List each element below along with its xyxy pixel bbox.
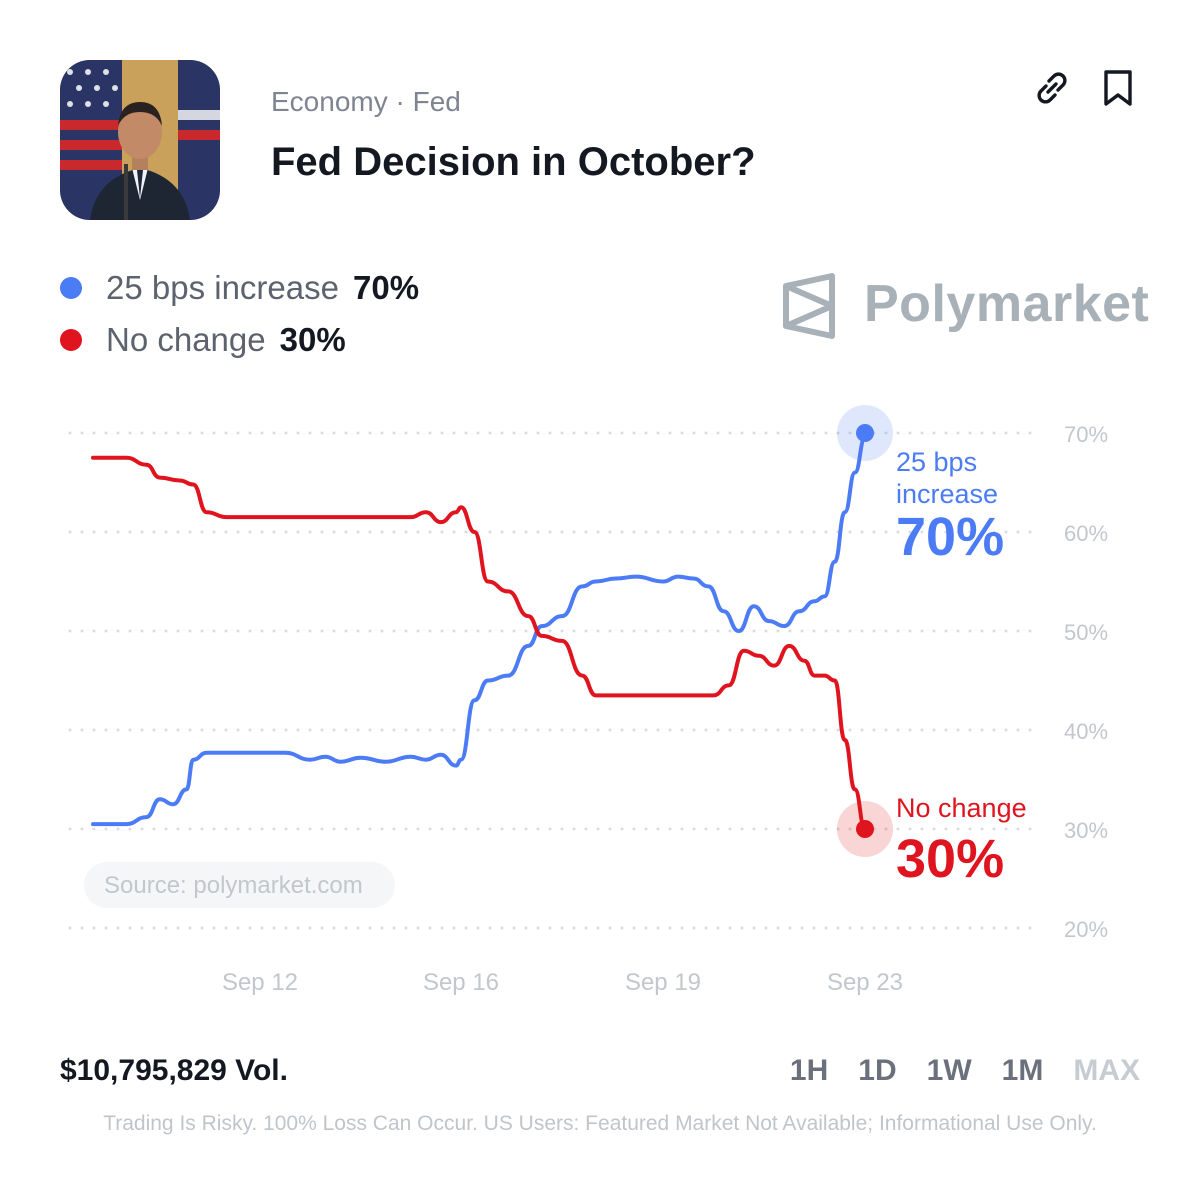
y-tick-label: 20% — [1064, 917, 1108, 942]
series-line-no-change — [91, 455, 867, 831]
volume-value: $10,795,829 Vol. — [60, 1054, 288, 1087]
end-label-increase-line1: 25 bps — [896, 447, 977, 477]
y-tick-label: 60% — [1064, 521, 1108, 546]
range-max[interactable]: MAX — [1073, 1054, 1140, 1087]
source-text: Source: polymarket.com — [104, 872, 363, 899]
y-tick-label: 30% — [1064, 818, 1108, 843]
series-line-increase — [91, 435, 867, 827]
end-value-increase: 70% — [896, 507, 1004, 567]
end-dot-increase — [856, 424, 874, 442]
y-tick-label: 70% — [1064, 422, 1108, 447]
y-tick-label: 50% — [1064, 620, 1108, 645]
range-1m[interactable]: 1M — [1001, 1054, 1044, 1087]
end-label-no-change: No change — [896, 793, 1027, 823]
polymarket-logo: Polymarket — [780, 272, 1150, 342]
polymarket-logo-icon — [783, 273, 835, 339]
range-1w[interactable]: 1W — [926, 1054, 972, 1087]
chart-svg: 70% 60% 50% 40% 30% 20% Sep 12 Sep 16 Sep 19 Sep … — [68, 405, 1108, 996]
market-title: Fed Decision in October? — [271, 140, 756, 184]
risk-disclaimer: Trading Is Risky. 100% Loss Can Occur. U… — [103, 1112, 1097, 1135]
category-breadcrumb[interactable]: Economy · Fed — [271, 86, 461, 117]
end-value-no-change: 30% — [896, 829, 1004, 889]
legend-label: No change — [106, 321, 266, 358]
x-tick-label: Sep 23 — [827, 969, 903, 996]
range-1d[interactable]: 1D — [858, 1054, 897, 1087]
end-label-increase-line2: increase — [896, 479, 998, 509]
legend-dot-red — [60, 329, 82, 351]
source-badge — [84, 862, 395, 908]
brand-name: Polymarket — [864, 275, 1150, 333]
range-1h[interactable]: 1H — [789, 1054, 829, 1087]
link-icon[interactable] — [1030, 66, 1074, 110]
legend-value: 30% — [279, 321, 346, 358]
x-tick-label: Sep 16 — [423, 969, 499, 996]
x-tick-label: Sep 19 — [625, 969, 701, 996]
price-chart: 70% 60% 50% 40% 30% 20% Sep 12 Sep 16 Sep 19 Sep … — [0, 390, 1200, 1010]
legend-item-no-change: No change 30% — [60, 314, 419, 366]
legend-value: 70% — [352, 269, 420, 306]
legend-label: 25 bps increase — [106, 269, 339, 306]
legend-dot-blue — [60, 277, 82, 299]
y-tick-label: 40% — [1064, 719, 1108, 744]
chart-legend: 25 bps increase 70% No change 30% — [60, 262, 419, 366]
time-range-selector: 1H 1D 1W 1M MAX — [790, 1054, 1140, 1088]
legend-item-increase: 25 bps increase 70% — [60, 262, 419, 314]
end-dot-no-change — [856, 820, 874, 838]
x-tick-label: Sep 12 — [222, 969, 298, 996]
market-avatar — [60, 60, 220, 220]
bookmark-icon[interactable] — [1096, 66, 1140, 110]
